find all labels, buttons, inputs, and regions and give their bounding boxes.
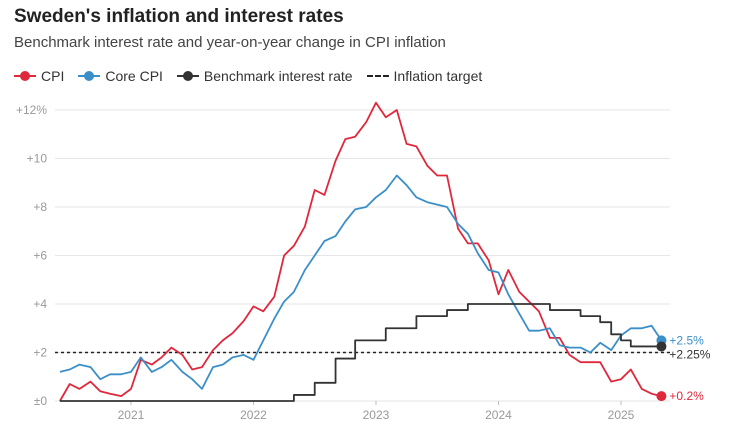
chart-subtitle: Benchmark interest rate and year-on-year… [14,34,446,51]
y-tick-label: +12% [16,103,47,117]
legend-item-core-cpi: Core CPI [78,68,163,84]
x-tick-label: 2024 [485,408,512,422]
legend: CPI Core CPI Benchmark interest rate Inf… [14,68,482,84]
end-label-core-cpi: +2.5% [669,333,704,347]
legend-label-benchmark-rate: Benchmark interest rate [203,68,353,84]
legend-item-cpi: CPI [14,68,64,84]
y-tick-label: +8 [33,200,47,214]
legend-item-inflation-target: Inflation target [366,68,483,84]
series-line-cpi [59,101,662,402]
series-line-core-cpi [59,174,663,390]
legend-swatch-inflation-target [366,75,389,77]
series-line-benchmark-rate [59,303,662,402]
end-label-benchmark-rate: +2.25% [669,347,710,361]
legend-swatch-core-cpi [78,70,101,82]
chart-title: Sweden's inflation and interest rates [14,6,344,27]
x-tick-label: 2023 [363,408,390,422]
legend-label-core-cpi: Core CPI [105,68,163,84]
legend-swatch-cpi [14,70,36,82]
y-tick-label: +6 [33,249,47,263]
y-tick-label: ±0 [34,394,48,408]
end-label-cpi: +0.2% [669,389,704,403]
legend-label-inflation-target: Inflation target [393,68,483,84]
x-tick-label: 2022 [240,408,267,422]
y-tick-label: +2 [33,346,47,360]
end-point-cpi [656,391,667,402]
y-tick-label: +4 [33,297,47,311]
x-tick-label: 2025 [608,408,635,422]
legend-label-cpi: CPI [41,68,65,84]
x-tick-label: 2021 [118,408,145,422]
end-point-benchmark-rate [656,341,667,352]
legend-item-benchmark-rate: Benchmark interest rate [176,68,353,84]
legend-swatch-benchmark-rate [176,70,199,82]
y-tick-label: +10 [27,152,48,166]
